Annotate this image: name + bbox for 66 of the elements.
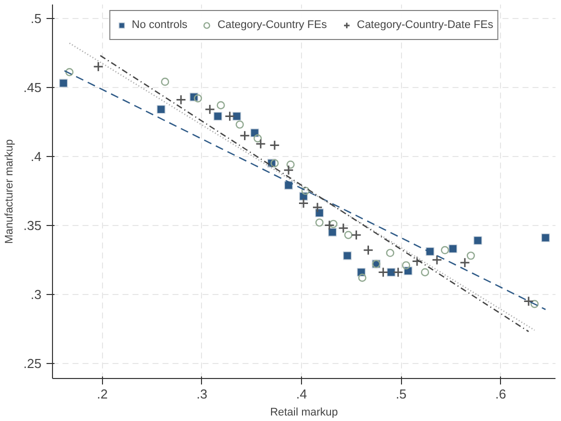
point bbox=[386, 248, 394, 258]
legend-label: Category-Country FEs bbox=[217, 19, 327, 31]
point bbox=[298, 198, 309, 208]
point bbox=[523, 296, 534, 306]
point bbox=[65, 68, 74, 76]
point bbox=[328, 228, 337, 237]
point bbox=[232, 112, 242, 121]
x-axis-title: Retail markup bbox=[270, 406, 338, 418]
point bbox=[254, 134, 262, 142]
point bbox=[420, 268, 430, 276]
point bbox=[338, 222, 349, 234]
point bbox=[530, 300, 539, 308]
point bbox=[255, 138, 266, 150]
point bbox=[216, 101, 225, 110]
point bbox=[315, 218, 324, 227]
y-tick-label: .4 bbox=[30, 148, 42, 164]
y-tick-label: .35 bbox=[23, 218, 42, 233]
y-axis-title: Manufacturer markup bbox=[3, 139, 16, 244]
point bbox=[93, 61, 104, 72]
point bbox=[440, 246, 450, 254]
y-tick-label: .45 bbox=[23, 80, 42, 95]
point bbox=[426, 247, 434, 256]
point bbox=[362, 244, 374, 256]
legend-label: No controls bbox=[132, 19, 188, 31]
point bbox=[392, 266, 404, 278]
y-tick-label: .5 bbox=[30, 10, 42, 26]
point bbox=[270, 159, 279, 168]
point bbox=[160, 78, 170, 86]
x-tick-label: .6 bbox=[495, 386, 506, 402]
point bbox=[312, 202, 323, 213]
point bbox=[402, 261, 410, 270]
y-tick-label: .25 bbox=[23, 356, 42, 371]
point bbox=[344, 230, 352, 240]
point bbox=[342, 251, 352, 260]
point bbox=[432, 254, 442, 266]
point bbox=[412, 256, 422, 266]
point bbox=[541, 233, 550, 242]
point bbox=[269, 140, 280, 151]
point bbox=[301, 186, 310, 195]
point bbox=[59, 78, 68, 88]
point bbox=[286, 160, 295, 169]
x-tick-label: .4 bbox=[296, 386, 307, 402]
point bbox=[176, 94, 186, 105]
point bbox=[213, 112, 222, 121]
point bbox=[236, 120, 244, 129]
y-tick-label: .3 bbox=[30, 286, 42, 302]
point bbox=[378, 266, 388, 278]
point bbox=[448, 244, 458, 254]
point bbox=[358, 274, 366, 282]
x-tick-label: .3 bbox=[196, 386, 208, 402]
point bbox=[283, 164, 294, 176]
x-tick-label: .5 bbox=[396, 386, 407, 402]
point bbox=[473, 236, 482, 245]
legend-label: Category-Country-Date FEs bbox=[356, 19, 494, 31]
point bbox=[466, 252, 475, 260]
x-tick-label: .2 bbox=[96, 386, 108, 402]
point bbox=[156, 104, 166, 114]
point bbox=[460, 257, 470, 268]
point bbox=[329, 220, 338, 228]
point bbox=[224, 111, 236, 122]
point bbox=[194, 94, 202, 102]
point bbox=[315, 208, 324, 218]
point bbox=[239, 130, 250, 141]
point bbox=[324, 220, 335, 231]
point bbox=[351, 230, 362, 240]
point bbox=[204, 104, 216, 115]
